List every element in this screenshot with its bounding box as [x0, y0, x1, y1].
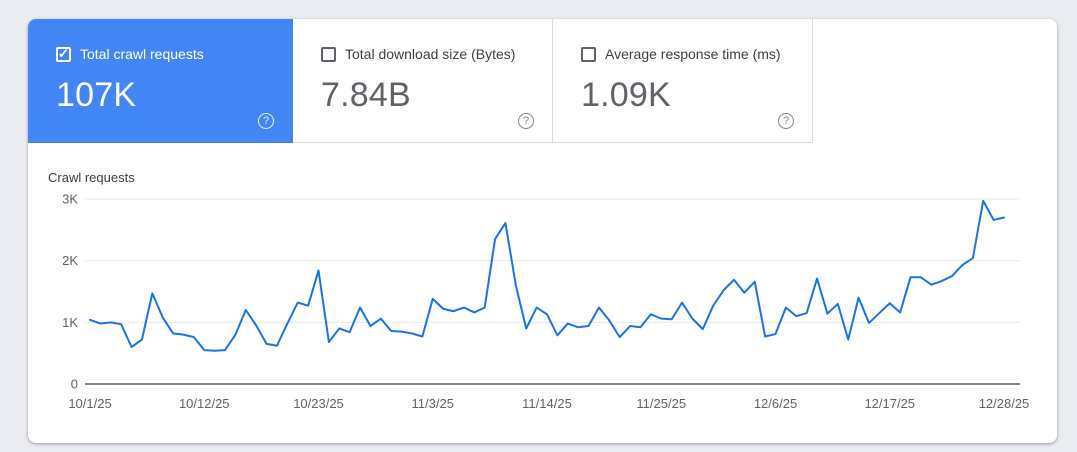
crawl-stats-card: ✓ Total crawl requests 107K ? ✓ Total do…	[28, 19, 1057, 443]
tiles-empty-area	[813, 19, 1057, 143]
metric-value: 107K	[56, 76, 137, 114]
x-axis-tick-label: 12/17/25	[864, 396, 915, 411]
x-axis-tick-label: 12/28/25	[979, 396, 1030, 411]
metric-value: 1.09K	[581, 76, 671, 114]
average-response-time-checkbox[interactable]: ✓	[581, 46, 596, 62]
x-axis-tick-label: 10/1/25	[68, 396, 111, 411]
metric-tiles: ✓ Total crawl requests 107K ? ✓ Total do…	[28, 19, 1057, 143]
total-download-size-checkbox[interactable]: ✓	[321, 46, 336, 62]
metric-tile-total-crawl-requests[interactable]: ✓ Total crawl requests 107K ?	[28, 19, 293, 143]
x-axis-tick-label: 10/12/25	[179, 396, 230, 411]
y-axis-tick-label: 2K	[62, 253, 78, 268]
total-crawl-requests-checkbox[interactable]: ✓	[56, 45, 71, 62]
x-axis-tick-label: 10/23/25	[293, 396, 344, 411]
x-axis-tick-label: 12/6/25	[754, 396, 797, 411]
metric-label: Average response time (ms)	[605, 46, 781, 62]
y-axis-tick-label: 1K	[62, 315, 78, 330]
metric-label: Total download size (Bytes)	[345, 46, 516, 62]
checkmark-icon: ✓	[58, 45, 69, 61]
metric-tile-average-response-time[interactable]: ✓ Average response time (ms) 1.09K ?	[553, 19, 813, 143]
x-axis-tick-label: 11/3/25	[412, 396, 454, 411]
crawl-requests-chart: 0 1K 2K 3K 10/1/25 10/12/25 10/23/25 11/3/25 11/…	[62, 191, 1030, 411]
metric-tile-header: ✓ Total crawl requests	[56, 46, 292, 62]
metric-tile-header: ✓ Average response time (ms)	[581, 46, 812, 62]
metric-tile-total-download-size[interactable]: ✓ Total download size (Bytes) 7.84B ?	[293, 19, 553, 143]
metric-label: Total crawl requests	[80, 46, 204, 62]
help-icon[interactable]: ?	[258, 113, 274, 129]
metric-tile-header: ✓ Total download size (Bytes)	[321, 46, 552, 62]
help-icon[interactable]: ?	[518, 113, 534, 129]
y-axis-tick-label: 0	[71, 377, 78, 392]
chart-title: Crawl requests	[48, 170, 135, 185]
help-icon[interactable]: ?	[778, 113, 794, 129]
y-axis-tick-label: 3K	[62, 191, 78, 206]
x-axis-tick-label: 11/25/25	[636, 396, 686, 411]
x-axis-tick-label: 11/14/25	[522, 396, 572, 411]
metric-value: 7.84B	[321, 76, 411, 114]
crawl-requests-line-series	[89, 199, 1005, 352]
